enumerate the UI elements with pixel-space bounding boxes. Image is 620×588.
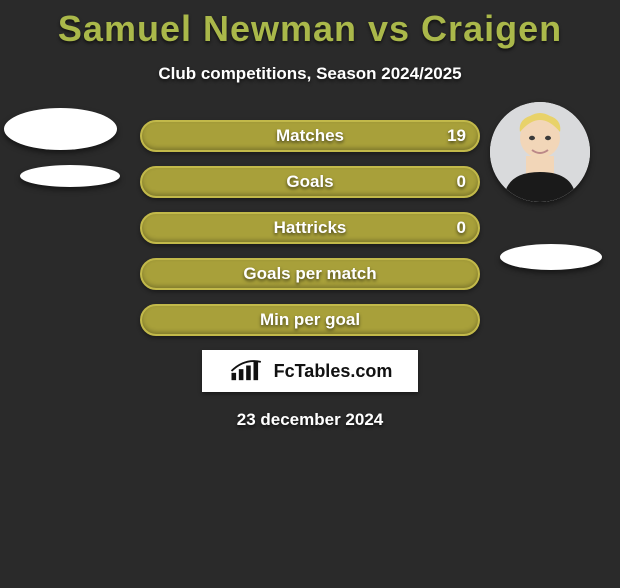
stat-value-right: 19 <box>447 126 466 146</box>
stat-row-goals: Goals 0 <box>140 166 480 198</box>
stat-value-right: 0 <box>457 218 466 238</box>
stat-row-matches: Matches 19 <box>140 120 480 152</box>
comparison-panel: Matches 19 Goals 0 Hattricks 0 Goals per… <box>0 120 620 430</box>
player-right-avatar <box>490 102 590 202</box>
brand-text: FcTables.com <box>274 361 393 382</box>
stat-label: Hattricks <box>140 218 480 238</box>
stat-value-right: 0 <box>457 172 466 192</box>
player-right-bubble <box>500 244 602 270</box>
subtitle: Club competitions, Season 2024/2025 <box>0 64 620 84</box>
player-left-bubble <box>20 165 120 187</box>
date-text: 23 december 2024 <box>0 410 620 430</box>
brand-box: FcTables.com <box>202 350 418 392</box>
avatar-icon <box>490 102 590 202</box>
stat-bars: Matches 19 Goals 0 Hattricks 0 Goals per… <box>140 120 480 336</box>
stat-label: Matches <box>140 126 480 146</box>
stat-row-mpg: Min per goal <box>140 304 480 336</box>
stat-label: Goals per match <box>140 264 480 284</box>
stat-row-hattricks: Hattricks 0 <box>140 212 480 244</box>
page-title: Samuel Newman vs Craigen <box>0 8 620 50</box>
bars-icon <box>228 360 268 382</box>
stat-label: Goals <box>140 172 480 192</box>
stat-label: Min per goal <box>140 310 480 330</box>
stat-row-gpm: Goals per match <box>140 258 480 290</box>
player-left-avatar <box>4 108 117 150</box>
